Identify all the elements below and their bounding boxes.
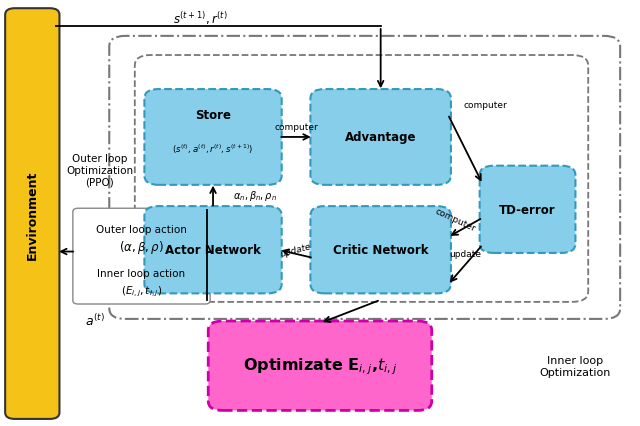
Text: Actor Network: Actor Network: [165, 244, 261, 256]
Text: computer: computer: [464, 101, 508, 110]
FancyBboxPatch shape: [479, 166, 575, 253]
FancyBboxPatch shape: [310, 207, 451, 294]
Text: $(s^{(t)},a^{(t)},r^{(t)},s^{(t+1)})$: $(s^{(t)},a^{(t)},r^{(t)},s^{(t+1)})$: [172, 142, 253, 155]
Text: Inner loop
Optimization: Inner loop Optimization: [540, 355, 611, 377]
FancyBboxPatch shape: [109, 37, 620, 319]
Text: Inner loop action: Inner loop action: [97, 268, 186, 278]
Text: Store: Store: [195, 109, 231, 122]
Text: $\alpha_n, \beta_n, \rho_n$: $\alpha_n, \beta_n, \rho_n$: [232, 189, 276, 203]
Text: Critic Network: Critic Network: [333, 244, 428, 256]
Text: update: update: [280, 242, 312, 258]
Text: $a^{(t)}$: $a^{(t)}$: [85, 312, 105, 328]
Text: update: update: [449, 250, 481, 259]
Text: Optimizate $\mathbf{E}_{i,j}$,$t_{i,j}$: Optimizate $\mathbf{E}_{i,j}$,$t_{i,j}$: [243, 356, 397, 376]
Text: Outer loop action: Outer loop action: [96, 224, 187, 234]
Text: $(\alpha, \beta, \rho)$: $(\alpha, \beta, \rho)$: [119, 239, 164, 256]
Text: Outer loop
Optimization
(PPO): Outer loop Optimization (PPO): [66, 154, 133, 187]
FancyBboxPatch shape: [310, 90, 451, 185]
Text: TD-error: TD-error: [499, 203, 556, 216]
FancyBboxPatch shape: [135, 56, 588, 302]
Text: computer: computer: [434, 206, 477, 233]
Text: Advantage: Advantage: [345, 131, 417, 144]
FancyBboxPatch shape: [208, 321, 432, 410]
Text: computer: computer: [274, 123, 318, 132]
FancyBboxPatch shape: [145, 207, 282, 294]
Text: Environment: Environment: [26, 170, 39, 260]
FancyBboxPatch shape: [5, 9, 60, 419]
FancyBboxPatch shape: [145, 90, 282, 185]
Text: $s^{(t+1)}, r^{(t)}$: $s^{(t+1)}, r^{(t)}$: [173, 10, 228, 27]
FancyBboxPatch shape: [73, 209, 210, 304]
Text: $(E_{i,j},t_{i,j})$: $(E_{i,j},t_{i,j})$: [121, 284, 162, 298]
